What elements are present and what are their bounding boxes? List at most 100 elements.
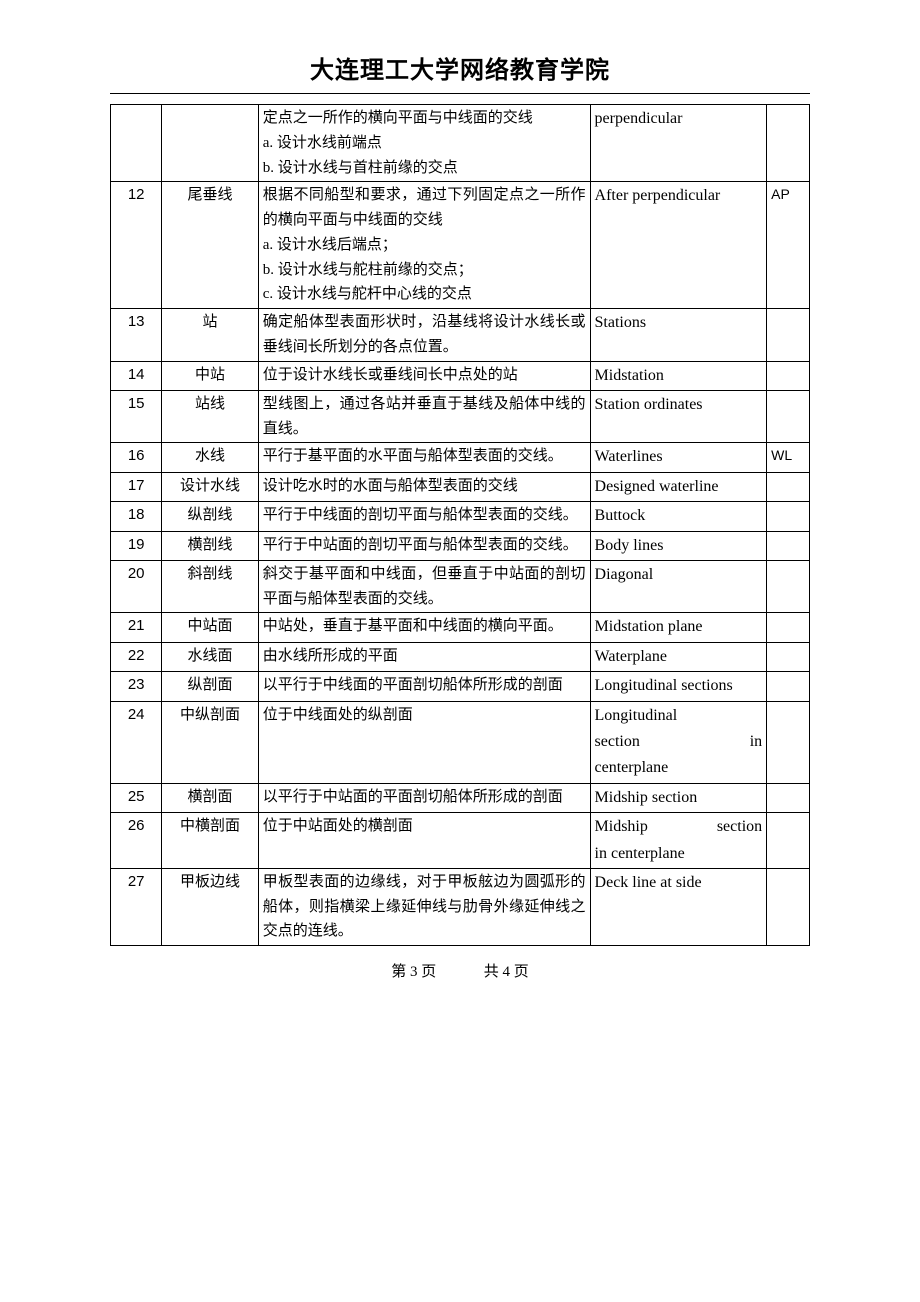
term-english: Waterlines: [590, 443, 767, 472]
abbreviation: [767, 309, 810, 362]
row-number: 15: [111, 390, 162, 443]
term-chinese: 纵剖线: [162, 502, 258, 531]
abbreviation: [767, 560, 810, 613]
table-row: 17设计水线设计吃水时的水面与船体型表面的交线Designed waterlin…: [111, 472, 810, 501]
term-english: perpendicular: [590, 105, 767, 182]
definition: 以平行于中线面的平面剖切船体所形成的剖面: [258, 672, 590, 701]
term-english: Buttock: [590, 502, 767, 531]
definition: 平行于中线面的剖切平面与船体型表面的交线。: [258, 502, 590, 531]
abbreviation: [767, 813, 810, 869]
definition: 位于中站面处的横剖面: [258, 813, 590, 869]
term-chinese: 甲板边线: [162, 868, 258, 945]
term-chinese: 水线: [162, 443, 258, 472]
definition: 设计吃水时的水面与船体型表面的交线: [258, 472, 590, 501]
row-number: 25: [111, 783, 162, 812]
terminology-table: 定点之一所作的横向平面与中线面的交线a. 设计水线前端点b. 设计水线与首柱前缘…: [110, 104, 810, 946]
row-number: 19: [111, 531, 162, 560]
row-number: 14: [111, 361, 162, 390]
term-english: Longitudinalsectionincenterplane: [590, 701, 767, 783]
definition: 确定船体型表面形状时，沿基线将设计水线长或垂线间长所划分的各点位置。: [258, 309, 590, 362]
table-row: 24中纵剖面位于中线面处的纵剖面Longitudinalsectionincen…: [111, 701, 810, 783]
term-english: Stations: [590, 309, 767, 362]
term-english: Midship section: [590, 783, 767, 812]
row-number: 22: [111, 642, 162, 671]
row-number: 17: [111, 472, 162, 501]
footer-prefix: 第: [391, 964, 406, 980]
abbreviation: [767, 472, 810, 501]
term-english: Diagonal: [590, 560, 767, 613]
term-english: Waterplane: [590, 642, 767, 671]
row-number: 27: [111, 868, 162, 945]
footer-total-prefix: 共: [484, 964, 499, 980]
definition: 定点之一所作的横向平面与中线面的交线a. 设计水线前端点b. 设计水线与首柱前缘…: [258, 105, 590, 182]
table-row: 13站确定船体型表面形状时，沿基线将设计水线长或垂线间长所划分的各点位置。Sta…: [111, 309, 810, 362]
definition: 甲板型表面的边缘线，对于甲板舷边为圆弧形的船体，则指横梁上缘延伸线与肋骨外缘延伸…: [258, 868, 590, 945]
definition: 由水线所形成的平面: [258, 642, 590, 671]
table-row: 16水线平行于基平面的水平面与船体型表面的交线。WaterlinesWL: [111, 443, 810, 472]
footer-total-suffix: 页: [514, 964, 529, 980]
table-row: 21中站面中站处，垂直于基平面和中线面的横向平面。Midstation plan…: [111, 613, 810, 642]
abbreviation: [767, 672, 810, 701]
table-row: 20斜剖线斜交于基平面和中线面，但垂直于中站面的剖切平面与船体型表面的交线。Di…: [111, 560, 810, 613]
definition: 中站处，垂直于基平面和中线面的横向平面。: [258, 613, 590, 642]
table-row: 15站线型线图上，通过各站并垂直于基线及船体中线的直线。Station ordi…: [111, 390, 810, 443]
abbreviation: [767, 613, 810, 642]
row-number: 12: [111, 182, 162, 309]
abbreviation: [767, 361, 810, 390]
header-underline: [110, 93, 810, 94]
abbreviation: [767, 105, 810, 182]
row-number: 24: [111, 701, 162, 783]
abbreviation: AP: [767, 182, 810, 309]
term-chinese: 水线面: [162, 642, 258, 671]
page-footer: 第 3 页 共 4 页: [110, 960, 810, 981]
term-chinese: 中横剖面: [162, 813, 258, 869]
term-chinese: 站: [162, 309, 258, 362]
footer-page-suffix: 页: [421, 964, 436, 980]
table-row: 22水线面由水线所形成的平面Waterplane: [111, 642, 810, 671]
table-row: 26中横剖面位于中站面处的横剖面Midshipsectionin centerp…: [111, 813, 810, 869]
term-chinese: 中纵剖面: [162, 701, 258, 783]
definition: 斜交于基平面和中线面，但垂直于中站面的剖切平面与船体型表面的交线。: [258, 560, 590, 613]
term-chinese: [162, 105, 258, 182]
abbreviation: [767, 502, 810, 531]
definition: 平行于中站面的剖切平面与船体型表面的交线。: [258, 531, 590, 560]
table-row: 25横剖面以平行于中站面的平面剖切船体所形成的剖面Midship section: [111, 783, 810, 812]
definition: 平行于基平面的水平面与船体型表面的交线。: [258, 443, 590, 472]
row-number: 13: [111, 309, 162, 362]
abbreviation: [767, 390, 810, 443]
term-english: Designed waterline: [590, 472, 767, 501]
term-chinese: 纵剖面: [162, 672, 258, 701]
term-chinese: 横剖面: [162, 783, 258, 812]
current-page-number: 3: [410, 964, 418, 980]
row-number: 16: [111, 443, 162, 472]
definition: 根据不同船型和要求，通过下列固定点之一所作的横向平面与中线面的交线a. 设计水线…: [258, 182, 590, 309]
definition: 型线图上，通过各站并垂直于基线及船体中线的直线。: [258, 390, 590, 443]
abbreviation: [767, 531, 810, 560]
table-row: 14中站位于设计水线长或垂线间长中点处的站Midstation: [111, 361, 810, 390]
abbreviation: [767, 642, 810, 671]
term-english: After perpendicular: [590, 182, 767, 309]
term-chinese: 中站面: [162, 613, 258, 642]
row-number: 20: [111, 560, 162, 613]
row-number: 23: [111, 672, 162, 701]
total-page-number: 4: [503, 964, 511, 980]
term-english: Midshipsectionin centerplane: [590, 813, 767, 869]
term-chinese: 设计水线: [162, 472, 258, 501]
definition: 以平行于中站面的平面剖切船体所形成的剖面: [258, 783, 590, 812]
table-row: 27甲板边线甲板型表面的边缘线，对于甲板舷边为圆弧形的船体，则指横梁上缘延伸线与…: [111, 868, 810, 945]
term-chinese: 斜剖线: [162, 560, 258, 613]
header-title: 大连理工大学网络教育学院: [110, 50, 810, 85]
abbreviation: [767, 701, 810, 783]
term-english: Midstation plane: [590, 613, 767, 642]
abbreviation: WL: [767, 443, 810, 472]
term-english: Longitudinal sections: [590, 672, 767, 701]
row-number: 26: [111, 813, 162, 869]
page-header: 大连理工大学网络教育学院: [110, 50, 810, 85]
term-chinese: 横剖线: [162, 531, 258, 560]
term-chinese: 尾垂线: [162, 182, 258, 309]
term-english: Body lines: [590, 531, 767, 560]
row-number: 21: [111, 613, 162, 642]
row-number: [111, 105, 162, 182]
table-row: 19横剖线平行于中站面的剖切平面与船体型表面的交线。Body lines: [111, 531, 810, 560]
term-english: Station ordinates: [590, 390, 767, 443]
